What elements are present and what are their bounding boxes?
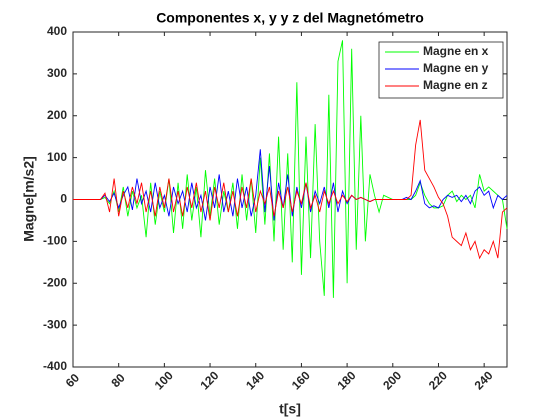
y-tick-label: -400	[43, 359, 67, 373]
y-tick-label: 100	[47, 150, 67, 164]
y-tick-label: 300	[47, 66, 67, 80]
legend-label: Magne en z	[423, 78, 488, 92]
y-tick-label: -100	[43, 234, 67, 248]
legend-label: Magne en x	[423, 44, 489, 58]
y-tick-label: 0	[60, 192, 67, 206]
legend-label: Magne en y	[423, 61, 489, 75]
x-tick-label: 220	[426, 368, 450, 392]
y-tick-label: 400	[47, 24, 67, 38]
y-axis-label: Magne[m/s2]	[21, 156, 37, 242]
x-tick-label: 180	[334, 368, 358, 392]
data-line	[73, 40, 508, 298]
x-axis-label: t[s]	[279, 401, 301, 417]
x-tick-label: 140	[243, 368, 267, 392]
x-tick-label: 100	[152, 368, 176, 392]
x-tick-label: 160	[289, 368, 313, 392]
data-line	[73, 149, 508, 221]
data-line	[73, 119, 508, 260]
chart-title: Componentes x, y y z del Magnetómetro	[156, 10, 424, 26]
x-tick-label: 80	[108, 371, 128, 391]
y-tick-label: -300	[43, 317, 67, 331]
x-tick-label: 120	[197, 368, 221, 392]
x-tick-label: 200	[380, 368, 404, 392]
x-tick-label: 60	[63, 371, 83, 391]
y-tick-label: -200	[43, 275, 67, 289]
y-tick-label: 200	[47, 108, 67, 122]
x-tick-label: 240	[472, 368, 496, 392]
legend-box	[378, 41, 504, 99]
